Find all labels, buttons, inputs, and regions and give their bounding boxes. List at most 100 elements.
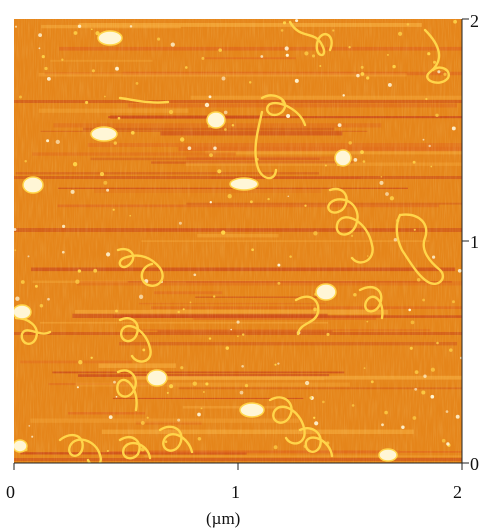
x-tick-label-1: 1: [231, 482, 240, 502]
aggregate-center: [229, 177, 259, 191]
strand-right-center: [294, 295, 320, 336]
particle: [31, 435, 34, 438]
particle: [324, 164, 327, 167]
particle: [115, 66, 119, 71]
particle: [129, 214, 132, 217]
particle: [90, 356, 93, 359]
axis-unit-label: (µm): [206, 509, 241, 528]
y-tick-label-top: 2: [470, 11, 479, 31]
particle: [213, 295, 216, 298]
particle: [38, 47, 41, 50]
particle: [282, 21, 287, 25]
particle: [449, 348, 453, 352]
particle: [189, 301, 192, 304]
particle: [213, 146, 217, 151]
strand-bottom-right: [268, 396, 306, 445]
particle: [416, 278, 421, 282]
particle: [414, 370, 419, 375]
strand-left-mid-a: [118, 317, 152, 363]
particle: [135, 81, 139, 85]
particle: [76, 386, 79, 389]
particle: [437, 70, 441, 74]
particle: [224, 128, 227, 131]
aggregate-upper-mid: [206, 111, 226, 129]
particle: [231, 124, 235, 127]
aggregate-top-left: [97, 30, 123, 46]
particle: [14, 228, 17, 231]
particle: [28, 424, 31, 427]
particle: [41, 55, 45, 59]
particle: [99, 172, 105, 177]
particle: [47, 297, 50, 301]
particle: [180, 137, 185, 142]
particle: [409, 346, 413, 350]
particle: [113, 380, 116, 384]
aggregate-bottom-right: [378, 448, 398, 462]
particle: [138, 294, 144, 299]
particle: [209, 153, 213, 158]
particle: [332, 29, 335, 32]
particle: [237, 335, 239, 338]
particle: [427, 52, 431, 56]
particle: [366, 255, 369, 257]
particle: [104, 95, 106, 98]
x-tick-label-2: 2: [453, 482, 462, 502]
particle: [197, 412, 201, 417]
particle: [251, 248, 254, 252]
particle: [342, 94, 345, 97]
particle: [322, 400, 325, 404]
particle: [218, 48, 222, 52]
strand-bottom-right-b: [298, 427, 334, 458]
particle: [14, 25, 18, 28]
strand-right-loop: [395, 213, 445, 285]
particle: [115, 309, 118, 313]
particle: [360, 65, 364, 69]
particle: [353, 292, 357, 297]
particle: [430, 394, 435, 399]
particle: [248, 81, 252, 84]
particle: [72, 162, 78, 167]
particle: [46, 139, 50, 143]
particle: [14, 249, 17, 252]
particle: [34, 284, 38, 288]
dna-strands: [14, 20, 450, 463]
particle: [187, 146, 192, 151]
particle: [230, 328, 233, 331]
particle: [113, 141, 117, 145]
aggregate-lower-center: [239, 402, 265, 418]
particle: [38, 33, 42, 37]
particle: [15, 296, 20, 301]
aggregate-upper-left: [90, 126, 118, 142]
particle: [146, 416, 149, 419]
particle: [115, 395, 118, 398]
particle: [130, 130, 135, 135]
particle: [184, 66, 188, 69]
particle: [142, 348, 146, 352]
particle: [408, 308, 412, 312]
particle: [85, 100, 89, 105]
particle: [452, 300, 455, 304]
particle: [129, 25, 133, 28]
particle: [61, 250, 65, 254]
particle: [386, 53, 389, 56]
particle: [55, 139, 60, 145]
particle: [366, 320, 369, 323]
particle: [422, 138, 425, 141]
particle: [20, 280, 25, 284]
particle: [244, 383, 249, 388]
particle: [285, 53, 289, 57]
particle: [455, 414, 460, 419]
particle: [304, 204, 307, 207]
particle: [46, 76, 51, 81]
particle: [227, 194, 232, 199]
particle: [351, 404, 355, 407]
y-tick-label-bottom: 0: [470, 454, 479, 474]
particle: [223, 110, 228, 115]
particle: [208, 95, 212, 99]
particle: [202, 391, 205, 393]
particle: [166, 391, 169, 394]
particle: [398, 31, 403, 36]
strand-top-right-b: [423, 28, 450, 84]
particle: [208, 337, 212, 340]
particle: [277, 281, 281, 285]
